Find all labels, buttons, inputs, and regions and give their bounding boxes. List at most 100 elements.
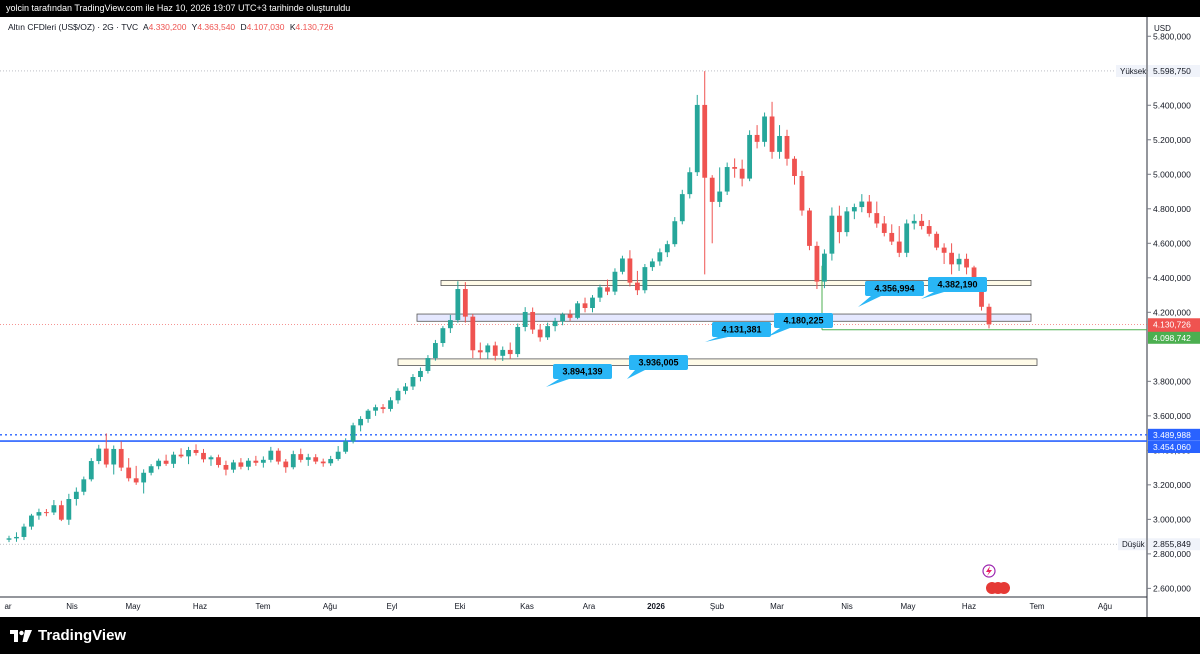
candle-body xyxy=(403,386,408,391)
x-axis-label: 2026 xyxy=(647,602,665,611)
target-price-badge: 4.098,742 xyxy=(1153,333,1191,343)
candle-body xyxy=(208,457,214,460)
candle-body xyxy=(395,390,401,401)
candle-body xyxy=(896,241,902,253)
candle-body xyxy=(844,211,850,233)
candle-body xyxy=(231,462,236,470)
x-axis-label: Mar xyxy=(770,602,784,611)
chart-panel[interactable]: USD5.800,0005.600,0005.400,0005.200,0005… xyxy=(0,17,1200,617)
candle-body xyxy=(477,350,483,353)
candle-body xyxy=(664,244,670,253)
candle-body xyxy=(627,258,633,283)
low-marker-label: Düşük xyxy=(1122,540,1146,549)
candle-body xyxy=(851,207,857,212)
low-price-badge-bg xyxy=(1148,538,1200,551)
candle-body xyxy=(462,289,468,317)
candle-body xyxy=(260,459,266,463)
candle-body xyxy=(29,515,34,527)
price-chart[interactable]: USD5.800,0005.600,0005.400,0005.200,0005… xyxy=(0,17,1200,617)
candle-body xyxy=(81,479,87,492)
candle-body xyxy=(590,297,595,308)
symbol-name: Altın CFDleri (US$/OZ) · 2G · TVC xyxy=(8,22,139,32)
high-marker-tag xyxy=(1116,64,1146,77)
candle-body xyxy=(926,226,932,234)
y-tick-label: 5.800,000 xyxy=(1153,31,1191,41)
candle-body xyxy=(14,536,19,539)
tradingview-brand: TradingView xyxy=(38,627,127,644)
high-marker-label: Yüksek xyxy=(1120,67,1147,76)
candle-body xyxy=(305,457,311,460)
candle-body xyxy=(582,303,588,308)
x-axis-label: Nis xyxy=(66,602,78,611)
candle-body xyxy=(605,287,610,292)
tradingview-logo[interactable]: TradingView xyxy=(10,627,126,644)
candle-body xyxy=(163,460,169,464)
candle-body xyxy=(709,177,715,202)
candle-body xyxy=(679,194,685,222)
candle-body xyxy=(672,221,678,245)
x-axis-label: Eki xyxy=(454,602,465,611)
candle-body xyxy=(911,220,917,224)
callout-pointer xyxy=(767,328,790,337)
y-tick-label: 4.200,000 xyxy=(1153,307,1191,317)
candle-body xyxy=(949,252,954,265)
callout-pointer xyxy=(546,379,569,387)
candle-body xyxy=(649,261,655,268)
close-value: 4.130,726 xyxy=(295,22,334,32)
candle-body xyxy=(702,104,708,178)
candle-body xyxy=(807,210,812,246)
candle-body xyxy=(156,460,162,467)
candle-body xyxy=(335,451,341,459)
callout-label: 3.936,005 xyxy=(638,358,678,368)
chart-caption: yolcin tarafından TradingView.com ile Ha… xyxy=(6,3,351,13)
level-badge-upper: 3.489,988 xyxy=(1153,430,1191,440)
footer-bar: TradingView xyxy=(0,617,1200,654)
candle-body xyxy=(141,472,147,483)
candle-body xyxy=(410,377,416,387)
callout-box xyxy=(774,313,833,328)
candle-body xyxy=(103,448,109,465)
candle-body xyxy=(365,410,371,419)
candle-body xyxy=(492,345,498,356)
y-tick-label: 5.200,000 xyxy=(1153,135,1191,145)
y-tick-label: 4.800,000 xyxy=(1153,204,1191,214)
lightning-event-icon[interactable] xyxy=(982,564,996,578)
low-label: D xyxy=(240,22,247,32)
candle-body xyxy=(470,316,476,351)
x-axis-label: Haz xyxy=(193,602,207,611)
candle-body xyxy=(575,303,580,318)
y-tick-label: 2.600,000 xyxy=(1153,583,1191,593)
candle-body xyxy=(36,512,42,516)
candle-body xyxy=(133,478,139,483)
callout-box xyxy=(629,355,688,370)
open-label: A xyxy=(142,22,149,32)
x-axis-label: Tem xyxy=(1029,602,1044,611)
candle-body xyxy=(986,306,992,325)
candle-body xyxy=(73,491,79,499)
candle-body xyxy=(126,467,132,479)
candle-body xyxy=(6,538,12,540)
candle-body xyxy=(642,267,648,291)
candle-body xyxy=(253,460,259,463)
symbol-legend: Altın CFDleri (US$/OZ) · 2G · TVC A4.330… xyxy=(8,22,336,32)
candle-body xyxy=(245,460,251,467)
x-axis-label: ar xyxy=(4,602,11,611)
low-price-badge: 2.855,849 xyxy=(1153,539,1191,549)
callout-label: 4.356,994 xyxy=(874,284,914,294)
candle-body xyxy=(515,326,521,355)
candle-body xyxy=(58,505,64,520)
candle-body xyxy=(440,328,446,344)
callout-label: 4.382,190 xyxy=(937,280,977,290)
candle-body xyxy=(21,526,27,537)
candle-body xyxy=(485,345,491,353)
candle-body xyxy=(560,314,565,322)
candle-body xyxy=(373,407,378,411)
open-value: 4.330,200 xyxy=(148,22,187,32)
us-flag-event-icon[interactable] xyxy=(998,582,1010,594)
caption-bar: yolcin tarafından TradingView.com ile Ha… xyxy=(0,0,1200,17)
candle-body xyxy=(747,134,753,179)
y-tick-label: 4.600,000 xyxy=(1153,238,1191,248)
y-tick-label: 2.800,000 xyxy=(1153,549,1191,559)
candle-body xyxy=(784,135,790,159)
candle-body xyxy=(522,311,528,327)
